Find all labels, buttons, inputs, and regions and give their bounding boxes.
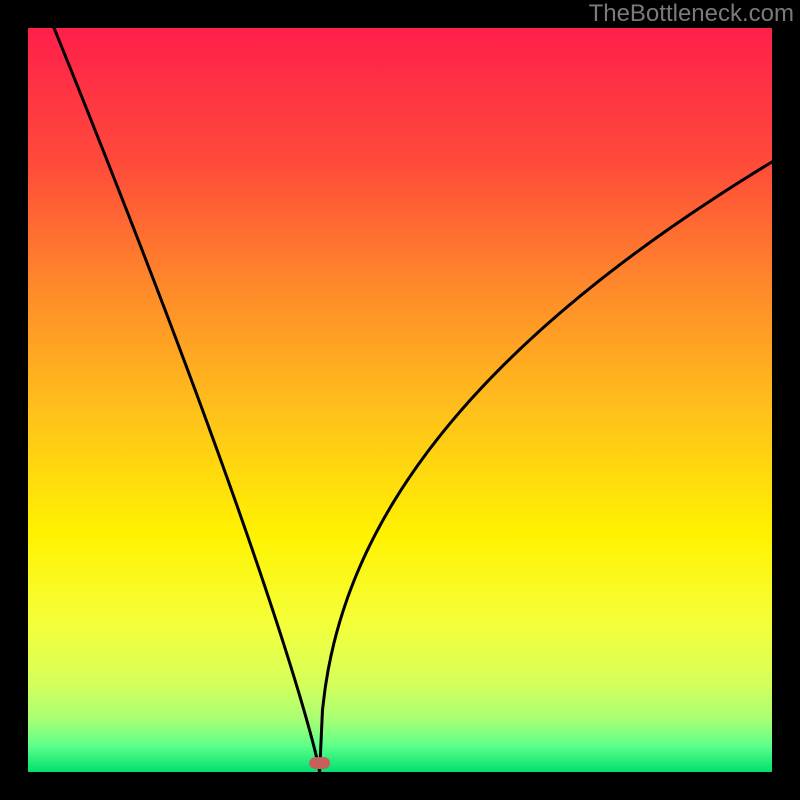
chart-svg bbox=[0, 0, 800, 800]
watermark-text: TheBottleneck.com bbox=[589, 0, 794, 28]
chart-container: TheBottleneck.com bbox=[0, 0, 800, 800]
